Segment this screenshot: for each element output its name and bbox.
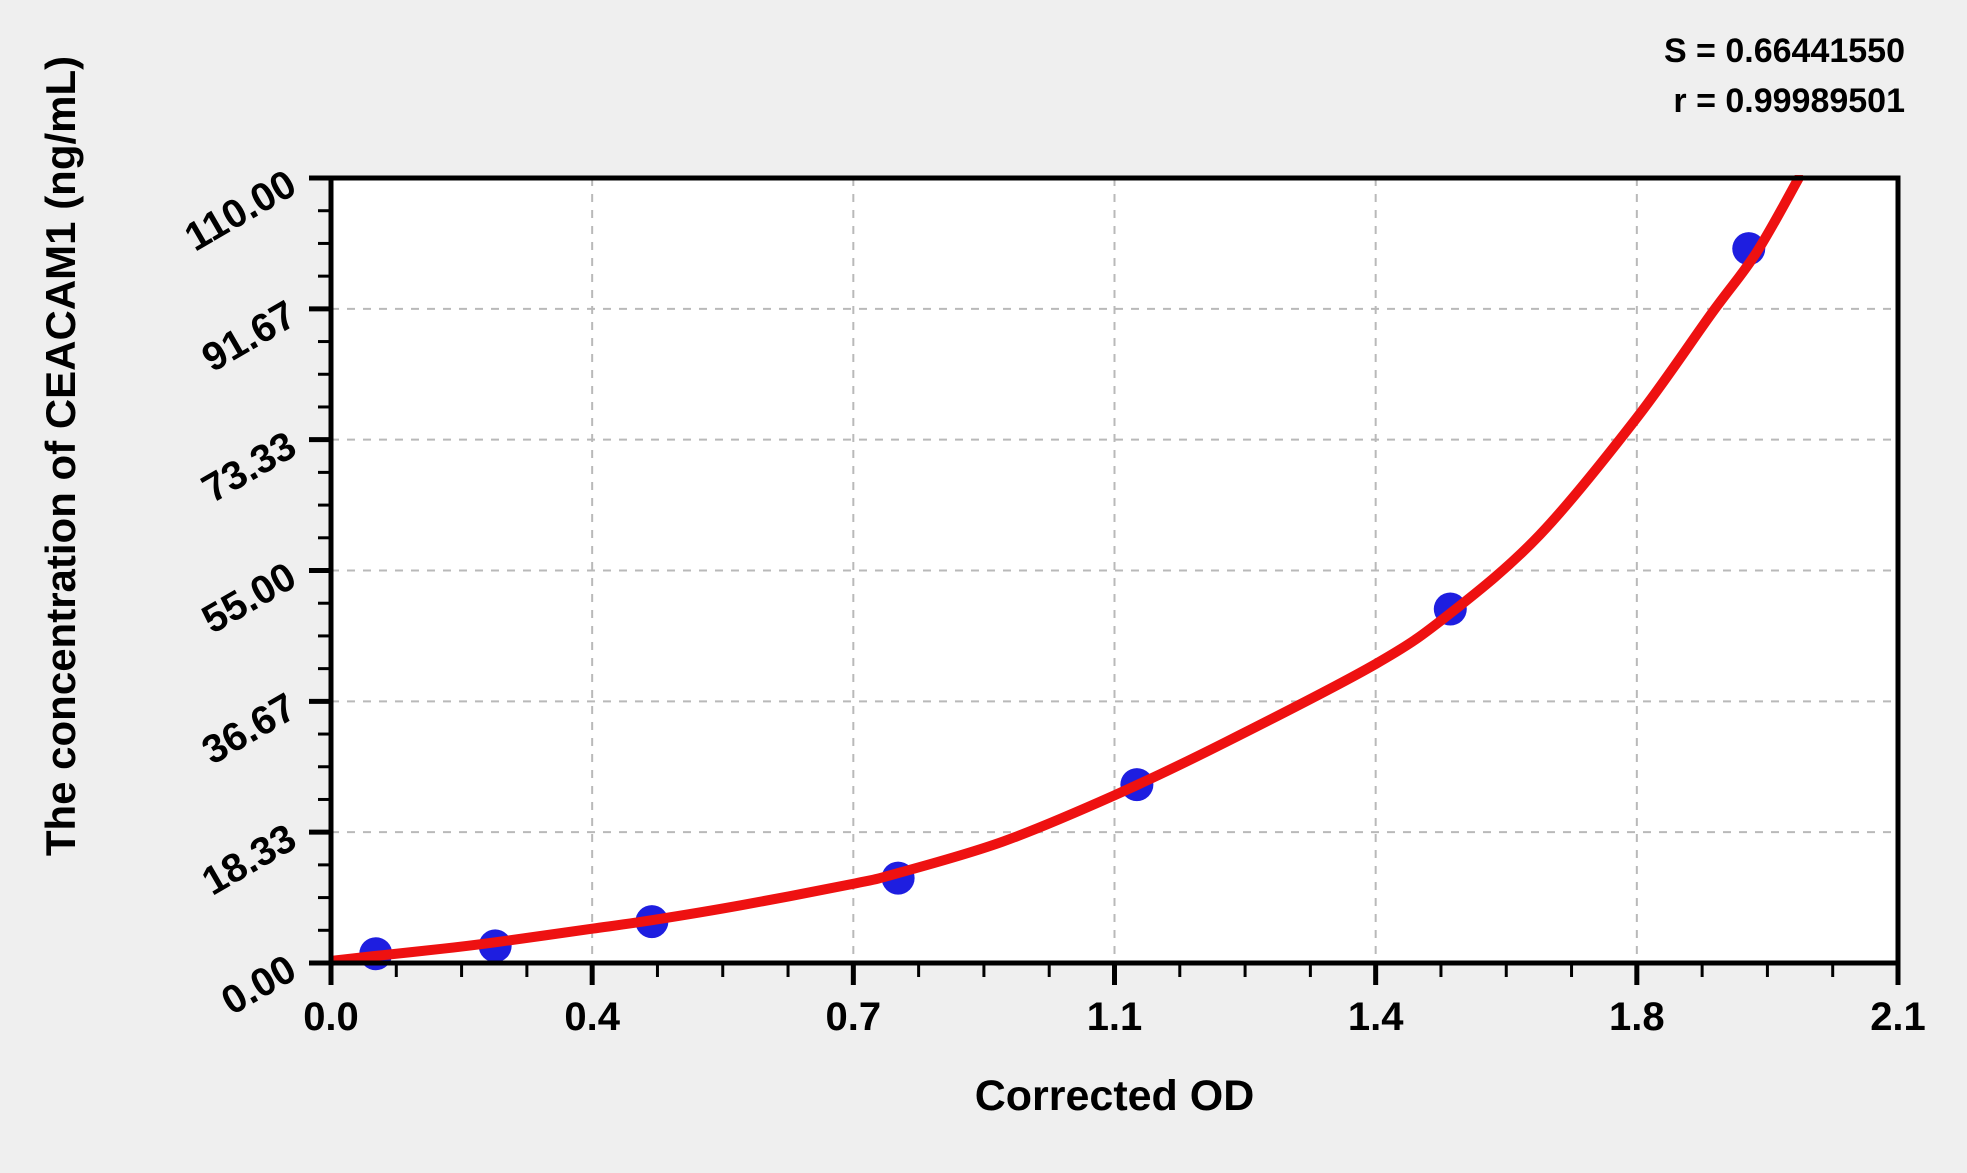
fit-curve [331, 175, 1804, 966]
y-tick-label: 73.33 [195, 423, 304, 511]
axis-ticks [309, 175, 1901, 985]
x-tick-label: 1.4 [1348, 995, 1404, 1039]
r-value-label: r = 0.99989501 [1673, 82, 1905, 120]
y-tick-label: 0.00 [214, 947, 303, 1024]
y-tick-label: 91.67 [195, 293, 304, 381]
y-tick-label: 36.67 [195, 685, 304, 773]
x-tick-label: 2.1 [1870, 995, 1926, 1039]
x-tick-labels: 0.0 0.4 0.7 1.1 1.4 1.8 2.1 [303, 995, 1926, 1039]
y-tick-label: 55.00 [195, 554, 304, 642]
y-tick-label: 18.33 [195, 816, 304, 904]
y-tick-label: 110.00 [177, 162, 303, 260]
gridlines [331, 178, 1898, 963]
y-axis-title: The concentration of CEACAM1 (ng/mL) [37, 55, 84, 857]
x-tick-label: 1.8 [1609, 995, 1665, 1039]
x-tick-label: 1.1 [1087, 995, 1143, 1039]
x-tick-label: 0.0 [303, 995, 359, 1039]
stats-annotation: S = 0.66441550 r = 0.99989501 [1664, 26, 1905, 126]
x-tick-label: 0.7 [826, 995, 882, 1039]
s-value-label: S = 0.66441550 [1663, 32, 1905, 70]
x-axis-title: Corrected OD [974, 1072, 1255, 1120]
y-tick-labels: 0.00 18.33 36.67 55.00 73.33 91.67 110.00 [177, 162, 303, 1024]
x-tick-label: 0.4 [564, 995, 620, 1039]
